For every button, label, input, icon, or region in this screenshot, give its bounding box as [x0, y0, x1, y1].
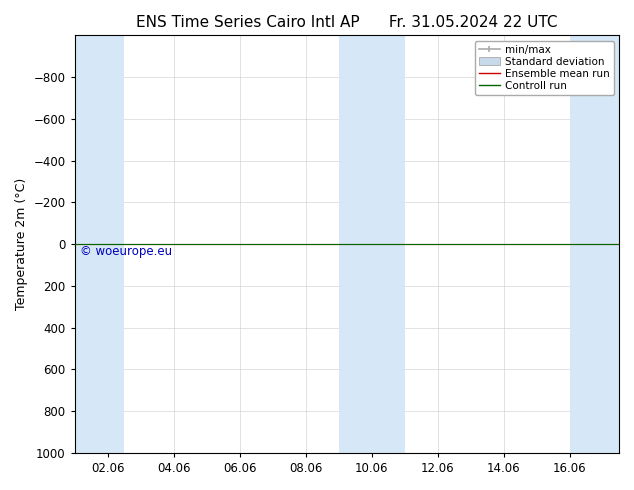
Bar — [569, 35, 619, 453]
Y-axis label: Temperature 2m (°C): Temperature 2m (°C) — [15, 178, 28, 310]
Text: © woeurope.eu: © woeurope.eu — [80, 245, 172, 258]
Title: ENS Time Series Cairo Intl AP      Fr. 31.05.2024 22 UTC: ENS Time Series Cairo Intl AP Fr. 31.05.… — [136, 15, 558, 30]
Bar — [75, 35, 124, 453]
Legend: min/max, Standard deviation, Ensemble mean run, Controll run: min/max, Standard deviation, Ensemble me… — [475, 41, 614, 95]
Bar — [339, 35, 404, 453]
